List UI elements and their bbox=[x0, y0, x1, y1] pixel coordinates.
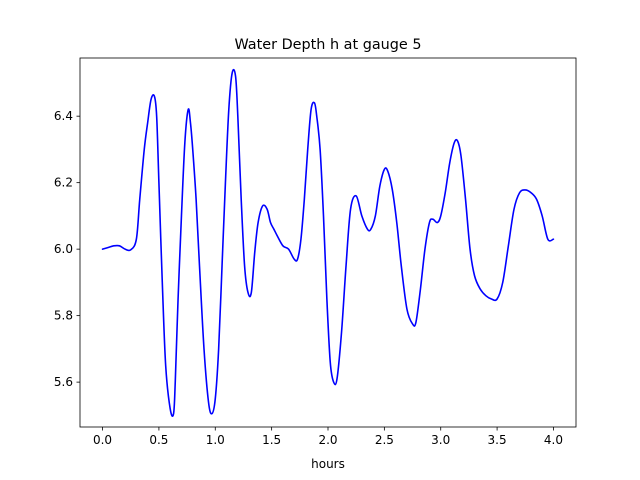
x-tick-label: 1.5 bbox=[262, 433, 281, 447]
series-line-water-depth bbox=[101, 68, 555, 417]
y-tick-label: 6.2 bbox=[54, 176, 73, 190]
x-tick-label: 4.0 bbox=[544, 433, 563, 447]
x-axis-ticks: 0.0 0.5 1.0 1.5 2.0 2.5 3.0 3.5 4.0 bbox=[93, 427, 563, 447]
x-tick-label: 3.0 bbox=[431, 433, 450, 447]
plot-area-frame bbox=[79, 57, 577, 428]
chart-title: Water Depth h at gauge 5 bbox=[234, 37, 421, 53]
y-axis-ticks: 5.6 5.8 6.0 6.2 6.4 bbox=[54, 109, 80, 389]
x-tick-label: 0.5 bbox=[149, 433, 168, 447]
y-tick-label: 5.8 bbox=[54, 309, 73, 323]
x-tick-label: 2.0 bbox=[318, 433, 337, 447]
y-tick-label: 6.4 bbox=[54, 109, 73, 123]
x-axis-label: hours bbox=[311, 457, 345, 471]
y-tick-label: 5.6 bbox=[54, 375, 73, 389]
x-tick-label: 0.0 bbox=[93, 433, 112, 447]
x-tick-label: 1.0 bbox=[206, 433, 225, 447]
y-tick-label: 6.0 bbox=[54, 242, 73, 256]
x-tick-label: 3.5 bbox=[488, 433, 507, 447]
x-tick-label: 2.5 bbox=[375, 433, 394, 447]
